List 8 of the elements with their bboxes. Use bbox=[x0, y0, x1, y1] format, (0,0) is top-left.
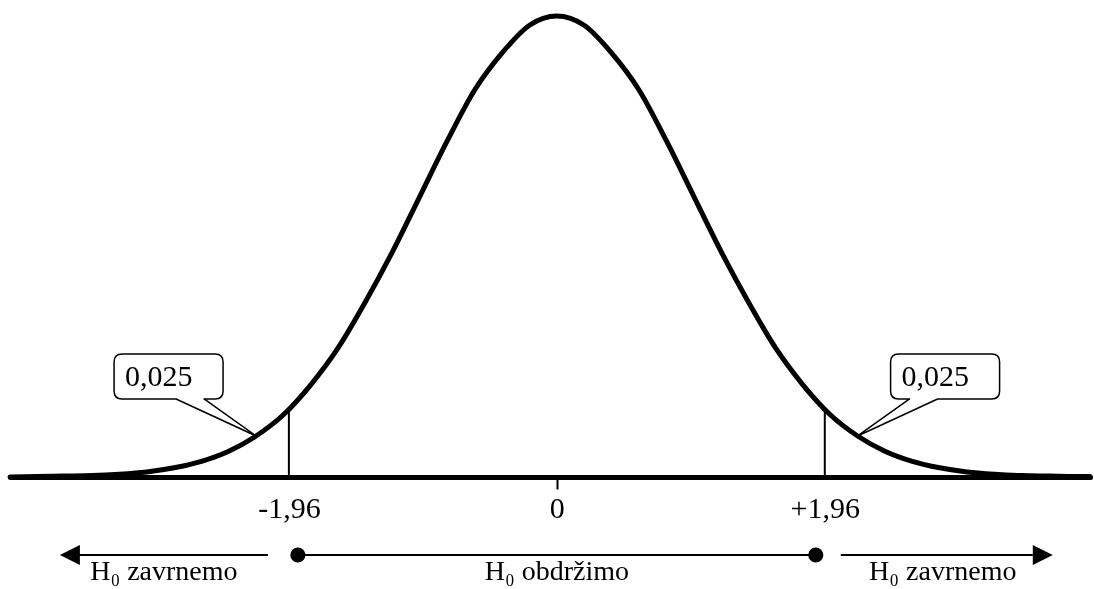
annotation: 0,025 bbox=[901, 358, 970, 392]
x-tick-label: 0 bbox=[549, 490, 565, 524]
text: H₀ zavrnemo bbox=[869, 555, 1017, 586]
x-tick-label: +1,96 bbox=[790, 490, 860, 524]
text: H₀ zavrnemo bbox=[90, 555, 238, 586]
annotation: 0,025 bbox=[125, 358, 193, 392]
text: H₀ obdržimo bbox=[484, 555, 629, 586]
x-tick-label: -1,96 bbox=[258, 490, 321, 524]
